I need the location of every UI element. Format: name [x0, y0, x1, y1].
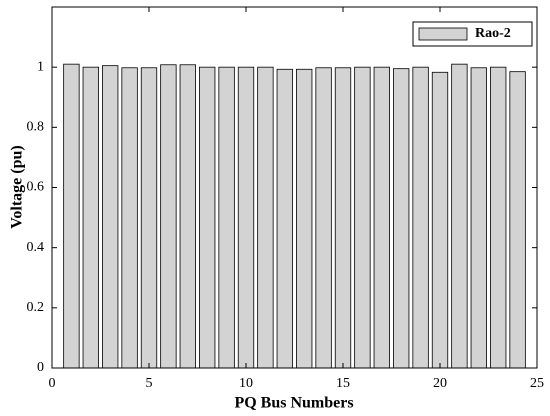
bar — [276, 68, 293, 369]
bar — [373, 66, 390, 369]
bar — [140, 67, 158, 369]
bar — [412, 66, 429, 369]
x-tick-label: 20 — [433, 376, 447, 391]
bar — [490, 66, 507, 369]
y-axis-label: Voltage (pu) — [9, 145, 26, 228]
bar — [315, 67, 332, 369]
legend-swatch — [418, 27, 468, 41]
x-tick-label: 10 — [239, 376, 253, 391]
y-tick-label: 0.8 — [27, 120, 45, 135]
bar — [121, 67, 138, 369]
x-tick-label: 0 — [49, 376, 56, 391]
x-tick-label: 5 — [146, 376, 153, 391]
x-axis-label: PQ Bus Numbers — [234, 395, 353, 412]
x-tick-label: 15 — [336, 376, 350, 391]
bar — [470, 67, 487, 369]
bar — [160, 64, 177, 369]
bar — [354, 66, 371, 369]
bar — [296, 68, 313, 369]
bar — [82, 66, 99, 369]
bar — [237, 66, 255, 369]
x-tick-label: 25 — [530, 376, 544, 391]
y-tick-label: 0.2 — [27, 300, 45, 315]
bar — [509, 71, 526, 369]
bar — [179, 64, 196, 369]
y-tick-label: 1 — [37, 59, 44, 74]
bar — [63, 63, 80, 369]
bar — [431, 71, 449, 369]
bar — [102, 65, 119, 369]
bar — [393, 68, 410, 369]
bar — [199, 66, 216, 369]
bar — [257, 66, 274, 369]
bar — [334, 67, 352, 369]
bar — [218, 66, 235, 369]
bar — [451, 63, 468, 369]
y-tick-label: 0.6 — [27, 180, 45, 195]
legend-label: Rao-2 — [475, 26, 511, 41]
y-tick-label: 0.4 — [27, 240, 45, 255]
y-tick-label: 0 — [37, 360, 44, 375]
